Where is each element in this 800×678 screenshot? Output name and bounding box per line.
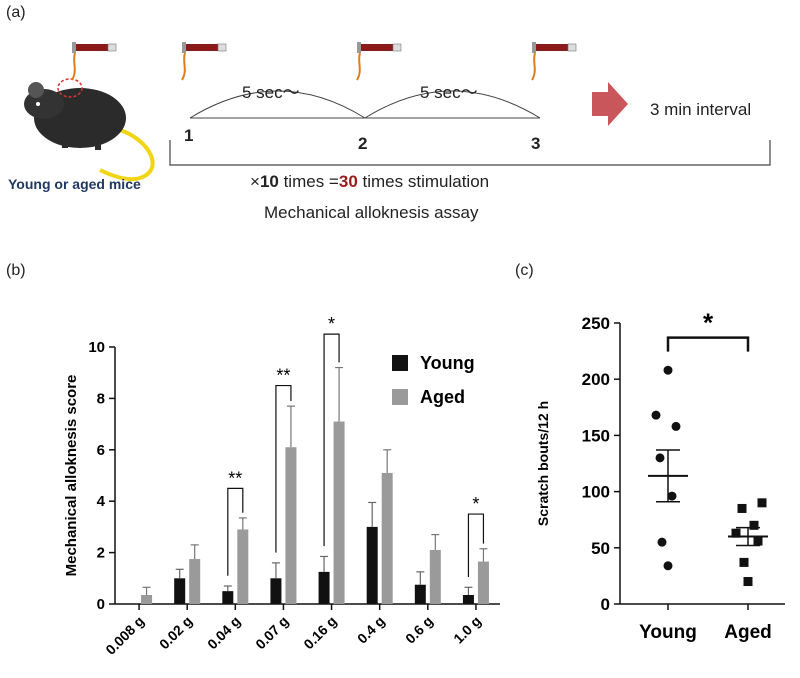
significance-bracket [227, 487, 244, 576]
panel-a-label: (a) [6, 4, 26, 21]
timepoint-1: 1 [184, 126, 194, 145]
stimulation-schematic [24, 42, 771, 182]
y-tick-label: 100 [582, 483, 610, 502]
filament-icon [71, 42, 117, 81]
gap-label-2: 5 sec～ [420, 83, 478, 102]
repeat-suffix: times stimulation [357, 172, 490, 191]
data-point-aged [737, 503, 747, 513]
timepoint-3: 3 [531, 134, 541, 153]
y-tick-label: 6 [97, 442, 105, 459]
legend-label-young: Young [420, 353, 475, 373]
bar-aged [141, 595, 153, 604]
y-axis-title: Mechanical alloknesis score [63, 375, 80, 577]
mouse-ear [28, 82, 44, 98]
bar-young [174, 578, 186, 604]
legend-swatch-aged [392, 389, 408, 405]
stimulation-site-circle [57, 78, 83, 98]
x-tick-label: Aged [724, 622, 772, 643]
gap-label-1: 5 sec～ [242, 83, 300, 102]
gap-arc-1 [189, 90, 366, 119]
mouse-leg [95, 142, 101, 150]
repeat-count: 10 [259, 172, 279, 191]
bar-young [366, 526, 378, 604]
data-point-young [657, 537, 667, 547]
panel-c-label: (c) [515, 262, 534, 279]
data-point-young [671, 421, 681, 431]
bar-young [414, 584, 426, 604]
interval-arrow-icon [592, 82, 628, 126]
bar-aged [381, 472, 393, 604]
repeat-description: ×10 times =30 times stimulation [250, 172, 489, 192]
y-tick-label: 0 [601, 595, 610, 614]
bar-aged [285, 447, 297, 604]
y-tick-label: 2 [97, 545, 105, 562]
mouse-caption: Young or aged mice [8, 176, 141, 192]
y-tick-label: 250 [582, 314, 610, 333]
significance-bracket [467, 513, 485, 578]
filament-icon [531, 42, 577, 81]
y-tick-label: 8 [97, 390, 105, 407]
filament-icon [181, 42, 227, 81]
data-point-young [663, 561, 673, 571]
data-point-young [663, 365, 673, 375]
bar-aged [477, 561, 489, 604]
significance-label: ** [276, 366, 290, 386]
y-tick-label: 150 [582, 426, 610, 445]
bar-young [318, 571, 330, 604]
bar-young [222, 591, 234, 604]
significance-label: * [472, 494, 479, 514]
x-tick-label: Young [639, 622, 697, 643]
y-axis-title: Scratch bouts/12 h [535, 401, 551, 526]
significance-label: ** [228, 468, 242, 488]
significance-bracket [275, 384, 292, 553]
y-tick-label: 10 [88, 339, 105, 356]
bar-aged [429, 550, 441, 604]
data-point-aged [757, 498, 767, 508]
bar-aged [237, 529, 249, 604]
data-point-young [655, 453, 665, 463]
legend-label-aged: Aged [420, 387, 465, 407]
y-tick-label: 0 [97, 596, 105, 613]
filament-icon [356, 42, 402, 81]
bar-young [270, 578, 282, 604]
mouse-eye [36, 102, 40, 106]
data-point-aged [743, 577, 753, 587]
significance-label: * [703, 308, 714, 338]
y-tick-label: 4 [97, 493, 106, 510]
repeat-bracket [169, 140, 771, 166]
significance-label: * [328, 314, 335, 334]
data-point-aged [753, 536, 763, 546]
y-tick-label: 200 [582, 370, 610, 389]
assay-title: Mechanical alloknesis assay [264, 203, 479, 222]
timepoint-2: 2 [358, 134, 368, 153]
mouse-tail [99, 128, 155, 182]
significance-bracket [666, 336, 750, 352]
repeat-total: 30 [338, 172, 358, 191]
bar-aged [333, 421, 345, 604]
bar-aged [189, 559, 201, 604]
legend-swatch-young [392, 355, 408, 371]
interval-label: 3 min interval [650, 100, 752, 119]
repeat-middle: times = [278, 172, 339, 191]
panel-b-label: (b) [6, 262, 26, 279]
repeat-prefix: × [250, 172, 260, 191]
data-point-young [667, 491, 677, 501]
data-point-young [651, 410, 661, 420]
y-tick-label: 50 [591, 539, 610, 558]
data-point-aged [749, 520, 759, 530]
mouse-leg [62, 140, 68, 148]
data-point-aged [731, 528, 741, 538]
gap-arc-2 [364, 90, 541, 119]
data-point-aged [739, 557, 749, 567]
bar-young [462, 595, 474, 604]
significance-bracket [323, 333, 340, 547]
mouse-illustration [24, 78, 155, 182]
